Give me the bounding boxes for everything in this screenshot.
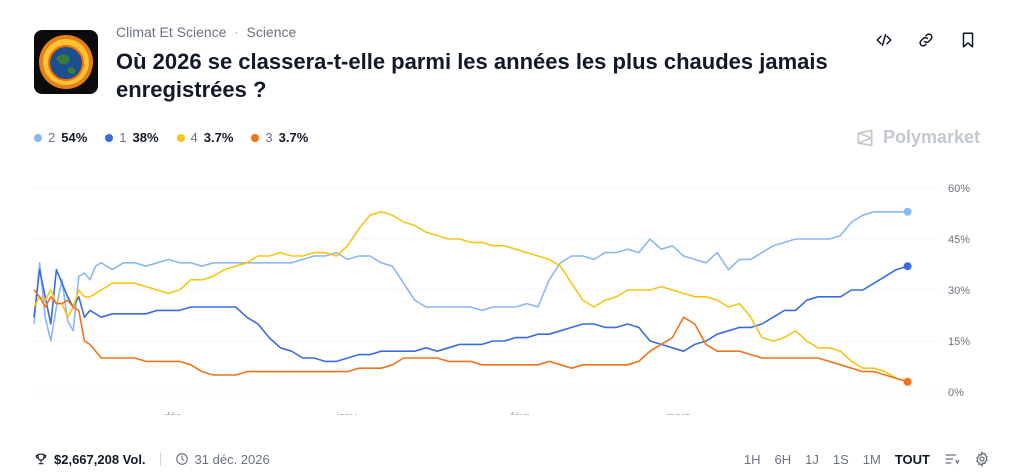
series-line-3[interactable] xyxy=(33,289,908,383)
legend-label: 3 xyxy=(265,130,273,145)
legend-value: 54% xyxy=(61,130,88,145)
code-icon xyxy=(876,34,892,46)
bookmark-button[interactable] xyxy=(958,30,978,50)
range-1h[interactable]: 1H xyxy=(743,451,761,467)
breadcrumb: Climat Et Science · Science xyxy=(116,24,296,40)
legend-swatch xyxy=(251,133,260,142)
price-chart[interactable]: 0% 15% 30% 45% 60% déc. janv. févr. mars xyxy=(0,170,1024,415)
legend-swatch xyxy=(34,133,42,142)
x-tick-label: déc. xyxy=(164,411,185,415)
legend-value: 3.7% xyxy=(203,130,234,145)
series-endpoint-1[interactable] xyxy=(903,262,912,271)
legend-value: 38% xyxy=(132,130,159,145)
series-endpoint-2[interactable] xyxy=(903,207,912,216)
link-icon xyxy=(919,33,933,47)
series-endpoint-3[interactable] xyxy=(903,377,912,386)
page-title: Où 2026 se classera-t-elle parmi les ann… xyxy=(116,49,828,102)
settings-button[interactable] xyxy=(974,451,990,467)
range-6h[interactable]: 6H xyxy=(774,451,792,467)
y-tick-label: 60% xyxy=(948,183,970,195)
footer-divider xyxy=(159,452,161,466)
range-1j[interactable]: 1J xyxy=(805,451,819,467)
polymarket-logo-icon xyxy=(857,129,873,146)
volume-value: $2,667,208 Vol. xyxy=(54,451,146,467)
filter-lines-icon xyxy=(945,454,960,465)
legend-label: 4 xyxy=(190,130,198,145)
burning-earth-icon xyxy=(34,30,98,94)
legend-item[interactable]: 4 3.7% xyxy=(176,130,234,145)
trophy-icon xyxy=(35,453,47,465)
header-actions xyxy=(874,30,978,50)
bookmark-icon xyxy=(962,32,974,48)
legend-label: 2 xyxy=(48,130,56,145)
time-range-selector: 1H 6H 1J 1S 1M TOUT xyxy=(744,451,990,467)
chart-settings-toggle[interactable] xyxy=(944,452,960,466)
y-tick-label: 15% xyxy=(948,336,970,348)
brand-name: Polymarket xyxy=(882,127,980,147)
legend-label: 1 xyxy=(119,130,127,145)
breadcrumb-category[interactable]: Climat Et Science xyxy=(116,24,227,40)
breadcrumb-subcategory[interactable]: Science xyxy=(246,24,297,40)
y-tick-label: 0% xyxy=(948,387,964,399)
volume-info: $2,667,208 Vol. xyxy=(34,452,146,467)
polymarket-brand: Polymarket xyxy=(855,127,980,148)
legend-item[interactable]: 3 3.7% xyxy=(251,130,308,145)
chart-footer: $2,667,208 Vol. 31 déc. 2026 1H 6H 1J 1S… xyxy=(34,451,990,467)
market-thumbnail xyxy=(34,30,98,94)
copy-link-button[interactable] xyxy=(916,30,936,50)
end-date-value: 31 déc. 2026 xyxy=(194,451,270,467)
range-tout[interactable]: TOUT xyxy=(894,451,930,467)
gear-icon xyxy=(976,451,988,467)
clock-icon xyxy=(175,453,188,465)
chart-legend: 2 54% 1 38% 4 3.7% 3 3.7% xyxy=(34,130,308,145)
x-tick-label: févr. xyxy=(511,411,532,415)
legend-swatch xyxy=(176,133,185,142)
end-date-info: 31 déc. 2026 xyxy=(175,452,270,467)
x-tick-label: janv. xyxy=(335,411,358,415)
y-tick-label: 45% xyxy=(948,234,970,246)
series-line-4[interactable] xyxy=(33,211,908,383)
legend-swatch xyxy=(105,133,114,142)
embed-button[interactable] xyxy=(874,30,894,50)
series-line-2[interactable] xyxy=(33,211,908,342)
range-1m[interactable]: 1M xyxy=(862,451,881,467)
legend-item[interactable]: 1 38% xyxy=(105,130,159,145)
legend-value: 3.7% xyxy=(278,130,309,145)
legend-item[interactable]: 2 54% xyxy=(34,130,87,145)
breadcrumb-separator: · xyxy=(234,25,239,39)
y-tick-label: 30% xyxy=(948,285,970,297)
x-tick-label: mars xyxy=(666,411,691,415)
range-1s[interactable]: 1S xyxy=(832,451,849,467)
series-line-1[interactable] xyxy=(33,265,908,363)
